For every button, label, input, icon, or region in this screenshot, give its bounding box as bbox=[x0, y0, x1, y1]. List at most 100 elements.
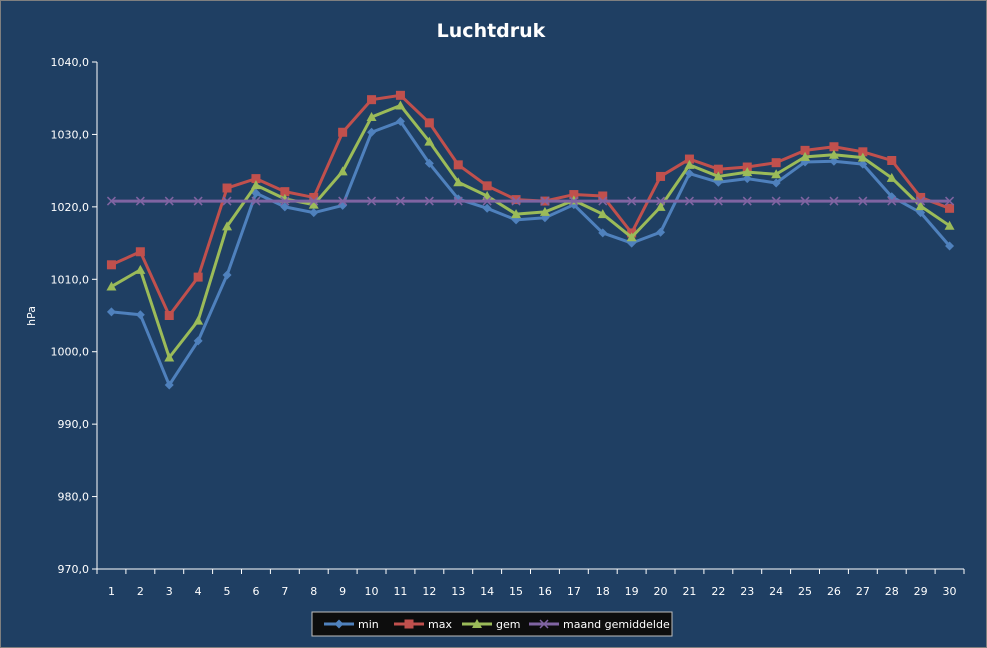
y-tick-label: 1020,0 bbox=[51, 201, 90, 214]
data-point-max bbox=[482, 181, 492, 191]
data-point-gem bbox=[915, 201, 926, 211]
data-point-maand-gemiddelde bbox=[251, 196, 261, 206]
x-tick-label: 5 bbox=[224, 585, 231, 598]
x-tick-label: 19 bbox=[625, 585, 639, 598]
data-point-maand-gemiddelde bbox=[106, 196, 116, 206]
x-tick-label: 29 bbox=[914, 585, 928, 598]
x-tick-label: 12 bbox=[422, 585, 436, 598]
data-point-gem bbox=[539, 206, 550, 216]
data-point-min bbox=[771, 178, 781, 188]
y-tick-label: 980,0 bbox=[58, 491, 90, 504]
legend-label-max: max bbox=[428, 618, 452, 631]
data-point-min bbox=[916, 208, 926, 218]
data-point-max bbox=[569, 190, 579, 200]
data-point-maand-gemiddelde bbox=[222, 196, 232, 206]
x-tick-label: 15 bbox=[509, 585, 523, 598]
data-point-maand-gemiddelde bbox=[164, 196, 174, 206]
data-point-max bbox=[800, 145, 810, 155]
data-point-min bbox=[193, 336, 203, 346]
data-point-gem bbox=[222, 221, 233, 231]
data-point-maand-gemiddelde bbox=[367, 196, 377, 206]
x-tick-label: 14 bbox=[480, 585, 494, 598]
data-point-max bbox=[829, 142, 839, 152]
data-point-gem bbox=[771, 169, 782, 179]
data-point-max bbox=[395, 90, 405, 100]
data-point-gem bbox=[597, 209, 608, 219]
data-point-max bbox=[656, 171, 666, 181]
data-point-maand-gemiddelde bbox=[598, 196, 608, 206]
data-point-max bbox=[424, 118, 434, 128]
data-point-maand-gemiddelde bbox=[540, 196, 550, 206]
series-gem bbox=[106, 100, 955, 362]
data-point-min bbox=[424, 158, 434, 168]
x-tick-label: 7 bbox=[281, 585, 288, 598]
data-point-max bbox=[309, 192, 319, 202]
data-point-gem bbox=[800, 151, 811, 161]
data-point-gem bbox=[337, 166, 348, 176]
data-point-max bbox=[453, 160, 463, 170]
data-point-maand-gemiddelde bbox=[684, 196, 694, 206]
data-point-gem bbox=[857, 152, 868, 162]
data-point-gem bbox=[135, 264, 146, 274]
y-tick-label: 1010,0 bbox=[51, 273, 90, 286]
data-point-maand-gemiddelde bbox=[424, 196, 434, 206]
data-point-max bbox=[222, 183, 232, 193]
x-tick-label: 2 bbox=[137, 585, 144, 598]
data-point-maand-gemiddelde bbox=[800, 196, 810, 206]
x-tick-label: 4 bbox=[195, 585, 202, 598]
data-point-gem bbox=[944, 220, 955, 230]
series-line-max bbox=[110, 93, 951, 317]
series-max bbox=[106, 90, 955, 320]
data-point-gem bbox=[250, 180, 261, 190]
plot-area: 970,0 980,0 990,0 1000,0 1010,0 1020,0 1030,0 1… bbox=[51, 56, 965, 598]
data-point-gem bbox=[424, 136, 435, 146]
data-point-min bbox=[684, 169, 694, 179]
data-point-min bbox=[829, 156, 839, 166]
data-point-max bbox=[164, 311, 174, 320]
data-point-max bbox=[916, 192, 926, 202]
y-axis-label: hPa bbox=[25, 306, 38, 326]
data-point-min bbox=[135, 310, 145, 320]
x-tick-label: 13 bbox=[451, 585, 465, 598]
x-tick-label: 18 bbox=[596, 585, 610, 598]
data-point-maand-gemiddelde bbox=[135, 196, 145, 206]
data-point-gem bbox=[684, 159, 695, 169]
data-point-gem bbox=[308, 199, 319, 209]
data-point-maand-gemiddelde bbox=[742, 196, 752, 206]
x-tick-label: 21 bbox=[682, 585, 696, 598]
y-tick-label: 1040,0 bbox=[51, 56, 90, 69]
x-tick-label: 16 bbox=[538, 585, 552, 598]
data-point-max bbox=[598, 191, 608, 201]
y-tick-label: 1000,0 bbox=[51, 346, 90, 359]
data-point-gem bbox=[106, 281, 117, 291]
data-point-maand-gemiddelde bbox=[887, 196, 897, 206]
data-point-max bbox=[742, 162, 752, 172]
data-point-max bbox=[945, 203, 955, 213]
data-point-min bbox=[106, 307, 116, 317]
data-point-gem bbox=[193, 315, 204, 325]
data-point-gem bbox=[366, 112, 377, 122]
data-point-gem bbox=[828, 149, 839, 159]
data-point-max bbox=[135, 247, 145, 257]
data-point-maand-gemiddelde bbox=[858, 196, 868, 206]
y-tick-label: 1030,0 bbox=[51, 128, 90, 141]
data-point-maand-gemiddelde bbox=[511, 196, 521, 206]
data-point-max bbox=[858, 147, 868, 157]
data-point-max bbox=[367, 95, 377, 105]
data-point-gem bbox=[713, 171, 724, 181]
x-tick-label: 20 bbox=[654, 585, 668, 598]
data-point-gem bbox=[886, 172, 897, 182]
data-point-gem bbox=[511, 209, 522, 219]
data-point-maand-gemiddelde bbox=[656, 196, 666, 206]
series-maand-gemiddelde bbox=[106, 196, 955, 206]
data-point-maand-gemiddelde bbox=[280, 196, 290, 206]
x-tick-label: 6 bbox=[252, 585, 259, 598]
data-point-gem bbox=[626, 232, 637, 242]
data-point-max bbox=[771, 158, 781, 168]
legend-label-min: min bbox=[358, 618, 379, 631]
legend-marker-min bbox=[334, 619, 344, 629]
x-tick-label: 27 bbox=[856, 585, 870, 598]
series-min bbox=[106, 116, 955, 390]
data-point-max bbox=[193, 272, 203, 282]
x-tick-label: 10 bbox=[365, 585, 379, 598]
